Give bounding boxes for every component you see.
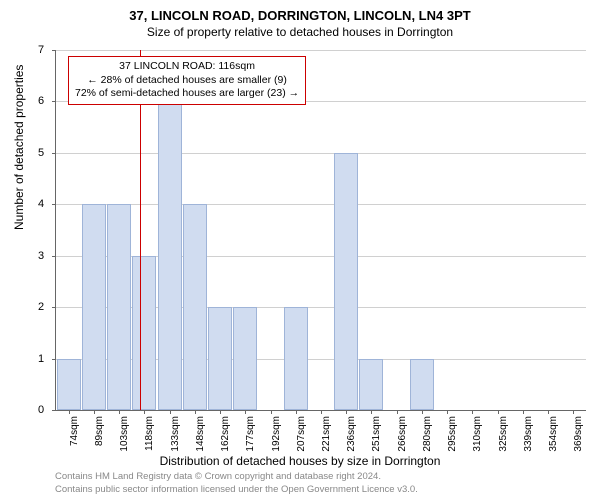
xtick-mark xyxy=(346,410,347,414)
xtick-label: 162sqm xyxy=(220,416,231,456)
ytick-mark xyxy=(52,307,56,308)
gridline xyxy=(56,204,586,205)
xtick-label: 339sqm xyxy=(523,416,534,456)
y-axis-label: Number of detached properties xyxy=(12,65,26,230)
xtick-mark xyxy=(69,410,70,414)
bar xyxy=(359,359,383,410)
xtick-label: 74sqm xyxy=(69,416,80,456)
xtick-mark xyxy=(548,410,549,414)
xtick-mark xyxy=(170,410,171,414)
ytick-mark xyxy=(52,50,56,51)
xtick-label: 89sqm xyxy=(94,416,105,456)
plot-region: 0123456774sqm89sqm103sqm118sqm133sqm148s… xyxy=(55,50,586,411)
ytick-mark xyxy=(52,359,56,360)
bar xyxy=(158,101,182,410)
annotation-line-1: 37 LINCOLN ROAD: 116sqm xyxy=(75,60,299,74)
xtick-mark xyxy=(195,410,196,414)
xtick-label: 177sqm xyxy=(245,416,256,456)
xtick-mark xyxy=(472,410,473,414)
xtick-label: 207sqm xyxy=(296,416,307,456)
xtick-mark xyxy=(523,410,524,414)
xtick-label: 295sqm xyxy=(447,416,458,456)
bar xyxy=(334,153,358,410)
xtick-mark xyxy=(296,410,297,414)
bar xyxy=(132,256,156,410)
gridline xyxy=(56,50,586,51)
xtick-label: 133sqm xyxy=(170,416,181,456)
ytick-mark xyxy=(52,256,56,257)
ytick-mark xyxy=(52,410,56,411)
annotation-line-3: 72% of semi-detached houses are larger (… xyxy=(75,87,299,101)
chart-subtitle: Size of property relative to detached ho… xyxy=(0,23,600,39)
xtick-label: 192sqm xyxy=(271,416,282,456)
xtick-mark xyxy=(498,410,499,414)
xtick-mark xyxy=(371,410,372,414)
ytick-label: 5 xyxy=(38,147,44,159)
chart-area: 0123456774sqm89sqm103sqm118sqm133sqm148s… xyxy=(55,50,585,410)
ytick-mark xyxy=(52,204,56,205)
annotation-box: 37 LINCOLN ROAD: 116sqm← 28% of detached… xyxy=(68,56,306,105)
bar xyxy=(183,204,207,410)
ytick-label: 1 xyxy=(38,353,44,365)
footer-attribution: Contains HM Land Registry data © Crown c… xyxy=(55,471,418,496)
ytick-label: 7 xyxy=(38,44,44,56)
bar xyxy=(82,204,106,410)
ytick-label: 6 xyxy=(38,95,44,107)
bar xyxy=(208,307,232,410)
xtick-label: 148sqm xyxy=(195,416,206,456)
xtick-label: 354sqm xyxy=(548,416,559,456)
chart-title: 37, LINCOLN ROAD, DORRINGTON, LINCOLN, L… xyxy=(0,0,600,23)
ytick-mark xyxy=(52,153,56,154)
xtick-label: 280sqm xyxy=(422,416,433,456)
xtick-mark xyxy=(94,410,95,414)
bar xyxy=(57,359,81,410)
footer-line-1: Contains HM Land Registry data © Crown c… xyxy=(55,471,418,483)
xtick-mark xyxy=(422,410,423,414)
xtick-label: 118sqm xyxy=(144,416,155,456)
ytick-mark xyxy=(52,101,56,102)
xtick-mark xyxy=(245,410,246,414)
x-axis-label: Distribution of detached houses by size … xyxy=(0,454,600,468)
xtick-mark xyxy=(321,410,322,414)
xtick-mark xyxy=(397,410,398,414)
xtick-mark xyxy=(447,410,448,414)
xtick-mark xyxy=(573,410,574,414)
ytick-label: 0 xyxy=(38,404,44,416)
xtick-label: 266sqm xyxy=(397,416,408,456)
xtick-label: 236sqm xyxy=(346,416,357,456)
xtick-label: 310sqm xyxy=(472,416,483,456)
annotation-line-2: ← 28% of detached houses are smaller (9) xyxy=(75,74,299,88)
xtick-mark xyxy=(144,410,145,414)
xtick-mark xyxy=(271,410,272,414)
xtick-label: 251sqm xyxy=(371,416,382,456)
xtick-label: 221sqm xyxy=(321,416,332,456)
bar xyxy=(233,307,257,410)
ytick-label: 2 xyxy=(38,301,44,313)
bar xyxy=(284,307,308,410)
xtick-label: 103sqm xyxy=(119,416,130,456)
ytick-label: 4 xyxy=(38,198,44,210)
xtick-mark xyxy=(119,410,120,414)
xtick-label: 369sqm xyxy=(573,416,584,456)
bar xyxy=(410,359,434,410)
xtick-mark xyxy=(220,410,221,414)
footer-line-2: Contains public sector information licen… xyxy=(55,484,418,496)
xtick-label: 325sqm xyxy=(498,416,509,456)
ytick-label: 3 xyxy=(38,250,44,262)
gridline xyxy=(56,153,586,154)
bar xyxy=(107,204,131,410)
